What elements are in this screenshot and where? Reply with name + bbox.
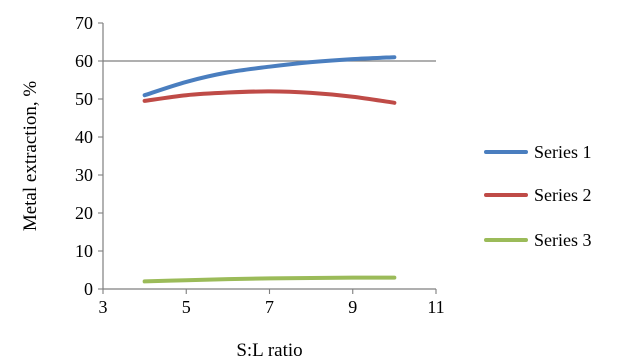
x-tick-label: 7 — [265, 297, 274, 317]
y-tick-label: 40 — [75, 127, 93, 147]
legend-label: Series 3 — [534, 230, 592, 250]
legend-label: Series 1 — [534, 142, 592, 162]
y-axis-title: Metal extraction, % — [20, 81, 41, 232]
x-tick-label: 5 — [182, 297, 191, 317]
legend-label: Series 2 — [534, 185, 592, 205]
y-tick-label: 20 — [75, 203, 93, 223]
x-axis-title: S:L ratio — [236, 340, 302, 361]
x-tick-label: 11 — [427, 297, 444, 317]
legend-item: Series 2 — [484, 185, 592, 205]
series-1-line — [142, 55, 397, 98]
y-tick-label: 60 — [75, 51, 93, 71]
x-tick-label: 9 — [348, 297, 357, 317]
y-tick-label: 50 — [75, 89, 93, 109]
axis-layer: 0 10 20 30 40 50 60 70 3 5 7 9 11 — [75, 13, 445, 317]
legend-item: Series 3 — [484, 230, 592, 250]
legend: Series 1 Series 2 Series 3 — [484, 142, 592, 250]
legend-item: Series 1 — [484, 142, 592, 162]
x-tick-label: 3 — [99, 297, 108, 317]
y-tick-label: 0 — [84, 279, 93, 299]
y-tick-label: 10 — [75, 241, 93, 261]
series-layer — [142, 55, 397, 284]
series-3-line — [142, 275, 397, 284]
y-tick-label: 30 — [75, 165, 93, 185]
series-2-line — [142, 89, 397, 105]
y-tick-label: 70 — [75, 13, 93, 33]
